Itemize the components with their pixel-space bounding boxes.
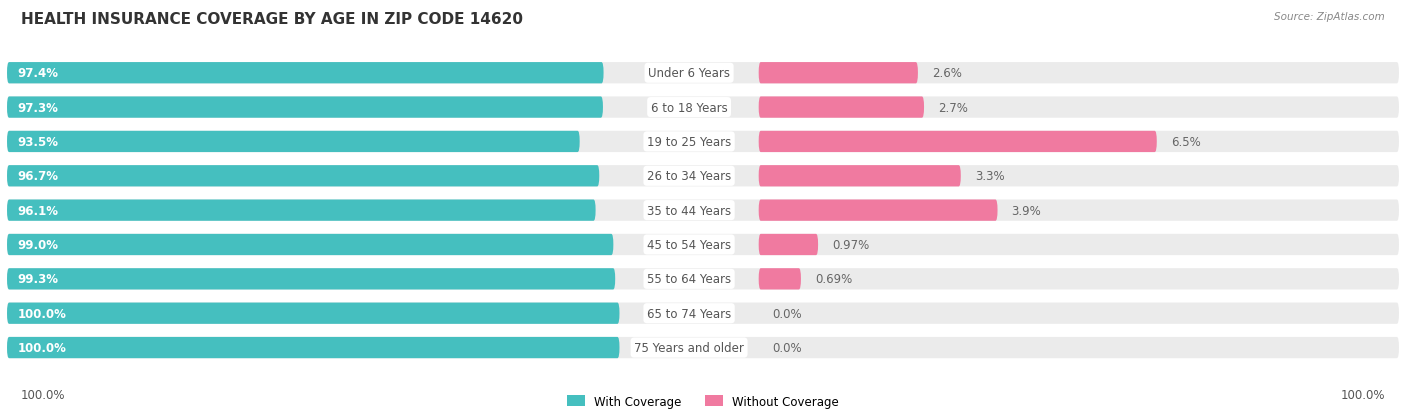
Text: 0.0%: 0.0%	[773, 307, 803, 320]
FancyBboxPatch shape	[7, 234, 613, 256]
Text: 6 to 18 Years: 6 to 18 Years	[651, 101, 727, 114]
FancyBboxPatch shape	[7, 97, 603, 119]
Text: 45 to 54 Years: 45 to 54 Years	[647, 238, 731, 252]
Text: 100.0%: 100.0%	[1340, 388, 1385, 401]
Legend: With Coverage, Without Coverage: With Coverage, Without Coverage	[567, 395, 839, 408]
FancyBboxPatch shape	[7, 97, 1399, 119]
Text: 35 to 44 Years: 35 to 44 Years	[647, 204, 731, 217]
Text: Under 6 Years: Under 6 Years	[648, 67, 730, 80]
FancyBboxPatch shape	[7, 234, 1399, 256]
FancyBboxPatch shape	[7, 166, 1399, 187]
FancyBboxPatch shape	[759, 166, 960, 187]
Text: 93.5%: 93.5%	[17, 135, 59, 149]
Text: 100.0%: 100.0%	[17, 341, 66, 354]
Text: 100.0%: 100.0%	[17, 307, 66, 320]
FancyBboxPatch shape	[7, 303, 620, 324]
FancyBboxPatch shape	[7, 337, 1399, 358]
Text: 0.97%: 0.97%	[832, 238, 869, 252]
FancyBboxPatch shape	[7, 63, 603, 84]
Text: 2.7%: 2.7%	[938, 101, 967, 114]
Text: 99.3%: 99.3%	[17, 273, 59, 286]
Text: 65 to 74 Years: 65 to 74 Years	[647, 307, 731, 320]
Text: 75 Years and older: 75 Years and older	[634, 341, 744, 354]
FancyBboxPatch shape	[759, 131, 1157, 153]
FancyBboxPatch shape	[7, 200, 596, 221]
Text: 0.0%: 0.0%	[773, 341, 803, 354]
FancyBboxPatch shape	[759, 234, 818, 256]
Text: Source: ZipAtlas.com: Source: ZipAtlas.com	[1274, 12, 1385, 22]
Text: 26 to 34 Years: 26 to 34 Years	[647, 170, 731, 183]
Text: 97.4%: 97.4%	[17, 67, 59, 80]
FancyBboxPatch shape	[759, 63, 918, 84]
Text: 3.9%: 3.9%	[1011, 204, 1042, 217]
Text: 19 to 25 Years: 19 to 25 Years	[647, 135, 731, 149]
Text: HEALTH INSURANCE COVERAGE BY AGE IN ZIP CODE 14620: HEALTH INSURANCE COVERAGE BY AGE IN ZIP …	[21, 12, 523, 27]
FancyBboxPatch shape	[7, 200, 1399, 221]
Text: 6.5%: 6.5%	[1171, 135, 1201, 149]
Text: 97.3%: 97.3%	[17, 101, 58, 114]
FancyBboxPatch shape	[7, 303, 1399, 324]
FancyBboxPatch shape	[7, 131, 1399, 153]
FancyBboxPatch shape	[759, 97, 924, 119]
Text: 99.0%: 99.0%	[17, 238, 59, 252]
FancyBboxPatch shape	[759, 268, 801, 290]
FancyBboxPatch shape	[7, 337, 620, 358]
Text: 3.3%: 3.3%	[974, 170, 1004, 183]
Text: 2.6%: 2.6%	[932, 67, 962, 80]
FancyBboxPatch shape	[759, 200, 997, 221]
FancyBboxPatch shape	[7, 131, 579, 153]
Text: 55 to 64 Years: 55 to 64 Years	[647, 273, 731, 286]
FancyBboxPatch shape	[7, 268, 1399, 290]
FancyBboxPatch shape	[7, 166, 599, 187]
Text: 96.1%: 96.1%	[17, 204, 59, 217]
FancyBboxPatch shape	[7, 63, 1399, 84]
FancyBboxPatch shape	[7, 268, 616, 290]
Text: 100.0%: 100.0%	[21, 388, 66, 401]
Text: 96.7%: 96.7%	[17, 170, 59, 183]
Text: 0.69%: 0.69%	[815, 273, 852, 286]
